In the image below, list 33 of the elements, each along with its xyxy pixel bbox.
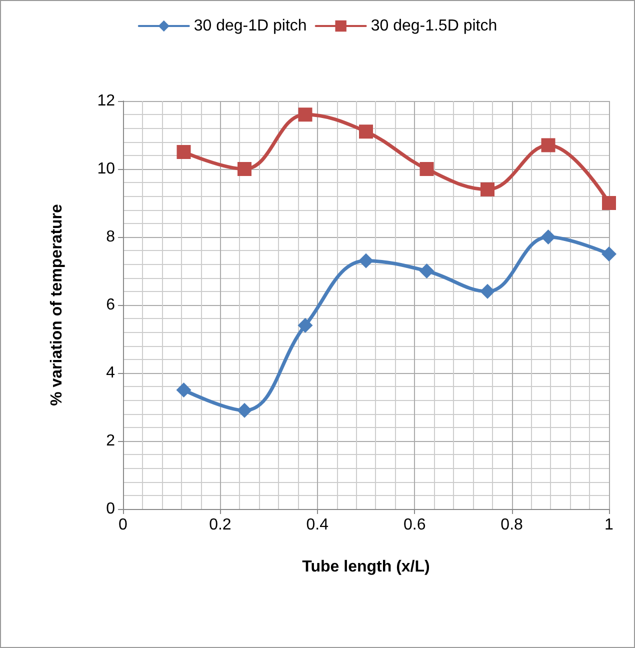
point	[298, 108, 312, 122]
x-axis-title: Tube length (x/L)	[302, 558, 430, 576]
point	[602, 196, 616, 210]
y-tick-label: 4	[106, 364, 116, 382]
legend-label: 30 deg-1.5D pitch	[370, 18, 498, 34]
legend-label: 30 deg-1D pitch	[194, 18, 307, 34]
point	[541, 138, 556, 152]
x-tick-label: 0	[118, 516, 128, 534]
point	[238, 162, 252, 176]
point	[358, 253, 374, 268]
y-axis-title: % variation of temperature	[48, 204, 66, 406]
point	[540, 230, 556, 244]
point	[420, 162, 434, 176]
point	[237, 402, 252, 418]
y-tick-label: 8	[106, 228, 116, 246]
y-tick-label: 0	[106, 500, 116, 518]
x-tick-label: 0.8	[500, 516, 524, 534]
point	[359, 124, 373, 139]
point	[480, 284, 495, 299]
y-tick-label: 10	[97, 160, 116, 178]
point	[480, 182, 494, 196]
point	[176, 382, 192, 398]
point	[419, 264, 434, 278]
x-tick-label: 0.2	[209, 516, 232, 534]
x-tick-label: 1	[604, 516, 614, 534]
point	[298, 318, 313, 333]
y-tick-label: 2	[106, 432, 116, 450]
point	[602, 246, 616, 262]
point	[176, 145, 191, 159]
x-tick-label: 0.4	[306, 516, 329, 534]
y-tick-label: 12	[97, 92, 116, 110]
x-tick-label: 0.6	[403, 516, 426, 534]
y-tick-label: 6	[106, 296, 116, 314]
